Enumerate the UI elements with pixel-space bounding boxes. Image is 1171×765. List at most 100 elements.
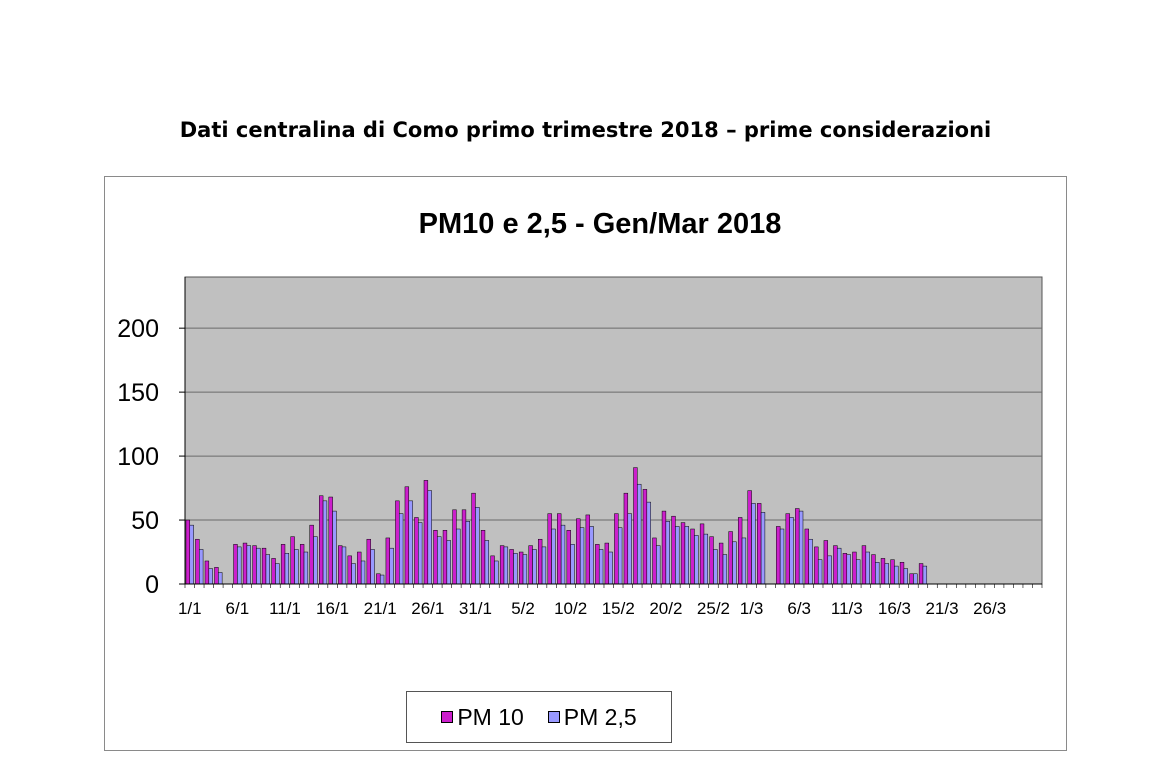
- bar-pm25: [303, 551, 309, 585]
- bar-pm25: [456, 528, 461, 585]
- bar-pm25: [865, 551, 870, 585]
- bar-pm25: [894, 565, 899, 585]
- bar-pm10: [737, 517, 743, 585]
- bar-pm10: [452, 509, 457, 585]
- bar-pm10: [899, 562, 905, 585]
- bar-pm10: [633, 467, 638, 585]
- x-tick-label: 15/2: [602, 599, 635, 618]
- bar-pm25: [665, 521, 670, 585]
- bar-pm10: [509, 549, 514, 585]
- x-axis: 1/1 6/1 11/1 16/1 21/1 26/1 31/1 5/2 10/2 15/2 20/…: [178, 583, 1043, 618]
- bar-pm10: [338, 545, 343, 585]
- legend-item-pm25: PM 2,5: [547, 703, 637, 731]
- bar-pm25: [313, 536, 318, 585]
- bar-pm25: [779, 528, 785, 585]
- bar-pm25: [513, 553, 518, 585]
- bar-pm25: [760, 512, 766, 585]
- bar-pm10: [395, 500, 400, 585]
- bar-pm10: [433, 530, 438, 585]
- x-tick-label: 16/3: [878, 599, 911, 618]
- y-tick-label: 50: [131, 507, 159, 535]
- bar-pm25: [322, 500, 328, 585]
- bar-pm10: [490, 555, 495, 585]
- bar-pm10: [595, 544, 600, 585]
- bar-pm25: [551, 528, 556, 585]
- bar-pm25: [875, 562, 880, 585]
- bar-pm25: [741, 537, 747, 585]
- bar-pm10: [280, 544, 286, 585]
- bar-pm25: [656, 545, 661, 585]
- bar-pm25: [370, 549, 375, 585]
- bar-pm25: [837, 547, 842, 585]
- bar-pm10: [728, 531, 733, 585]
- x-tick-label: 11/1: [269, 599, 301, 618]
- bar-pm25: [922, 565, 928, 585]
- bar-pm25: [341, 546, 347, 585]
- bar-pm10: [299, 544, 305, 585]
- bar-pm10: [718, 542, 724, 585]
- bar-pm25: [532, 549, 537, 585]
- bar-pm25: [418, 522, 423, 585]
- bar-pm25: [294, 549, 299, 585]
- bar-pm25: [494, 560, 499, 585]
- legend-label-pm25: PM 2,5: [563, 703, 637, 730]
- bar-pm10: [185, 519, 191, 585]
- bar-pm10: [661, 510, 667, 585]
- bar-pm10: [233, 544, 238, 585]
- bar-pm25: [608, 551, 613, 585]
- bar-pm10: [290, 536, 295, 585]
- bar-pm25: [218, 572, 223, 585]
- bar-pm10: [261, 547, 267, 585]
- y-tick-label: 200: [117, 315, 159, 343]
- bar-pm25: [579, 527, 585, 585]
- bar-pm10: [366, 538, 371, 585]
- bar-pm10: [823, 540, 829, 585]
- bar-pm10: [376, 573, 381, 585]
- x-tick-label: 21/3: [925, 599, 958, 618]
- bar-pm10: [652, 537, 657, 585]
- bar-pm25: [284, 553, 290, 585]
- bar-pm25: [913, 573, 918, 585]
- bar-pm10: [880, 558, 886, 585]
- bar-pm10: [833, 545, 838, 585]
- bar-pm10: [623, 492, 629, 585]
- bar-pm25: [646, 501, 651, 585]
- legend: PM 10 PM 2,5: [406, 691, 672, 743]
- bar-pm25: [827, 555, 832, 585]
- x-tick-label: 11/3: [831, 599, 863, 618]
- bar-pm10: [785, 513, 790, 585]
- bar-pm25: [817, 559, 823, 585]
- bar-pm25: [598, 549, 604, 585]
- bar-pm10: [547, 513, 552, 585]
- bar-pm10: [528, 545, 533, 585]
- x-tick-label: 6/1: [226, 599, 250, 618]
- bar-pm10: [347, 555, 352, 585]
- bar-pm10: [709, 536, 714, 585]
- bar-pm10: [499, 545, 505, 585]
- bar-pm25: [275, 563, 280, 585]
- bar-pm10: [747, 490, 752, 585]
- bar-pm25: [399, 513, 404, 585]
- bar-pm10: [557, 513, 562, 585]
- bar-pm25: [446, 540, 451, 585]
- bar-pm25: [437, 536, 442, 585]
- bar-pm10: [918, 563, 924, 585]
- bar-pm25: [751, 503, 756, 585]
- bar-pm10: [576, 518, 581, 585]
- bar-pm25: [684, 526, 689, 585]
- legend-swatch-pm25: [547, 711, 560, 723]
- bar-pm10: [480, 530, 486, 585]
- bar-pm10: [518, 551, 524, 585]
- bar-pm25: [189, 524, 194, 585]
- bar-pm25: [798, 510, 804, 585]
- bar-pm25: [713, 549, 718, 585]
- x-tick-label: 1/3: [740, 599, 764, 618]
- bar-pm25: [541, 546, 547, 585]
- bar-pm10: [757, 503, 762, 585]
- bar-pm10: [852, 551, 857, 585]
- bar-pm10: [871, 554, 876, 585]
- bar-pm10: [680, 522, 686, 585]
- bar-pm10: [357, 551, 362, 585]
- chart-title: PM10 e 2,5 - Gen/Mar 2018: [419, 208, 782, 240]
- bar-pm10: [204, 560, 210, 585]
